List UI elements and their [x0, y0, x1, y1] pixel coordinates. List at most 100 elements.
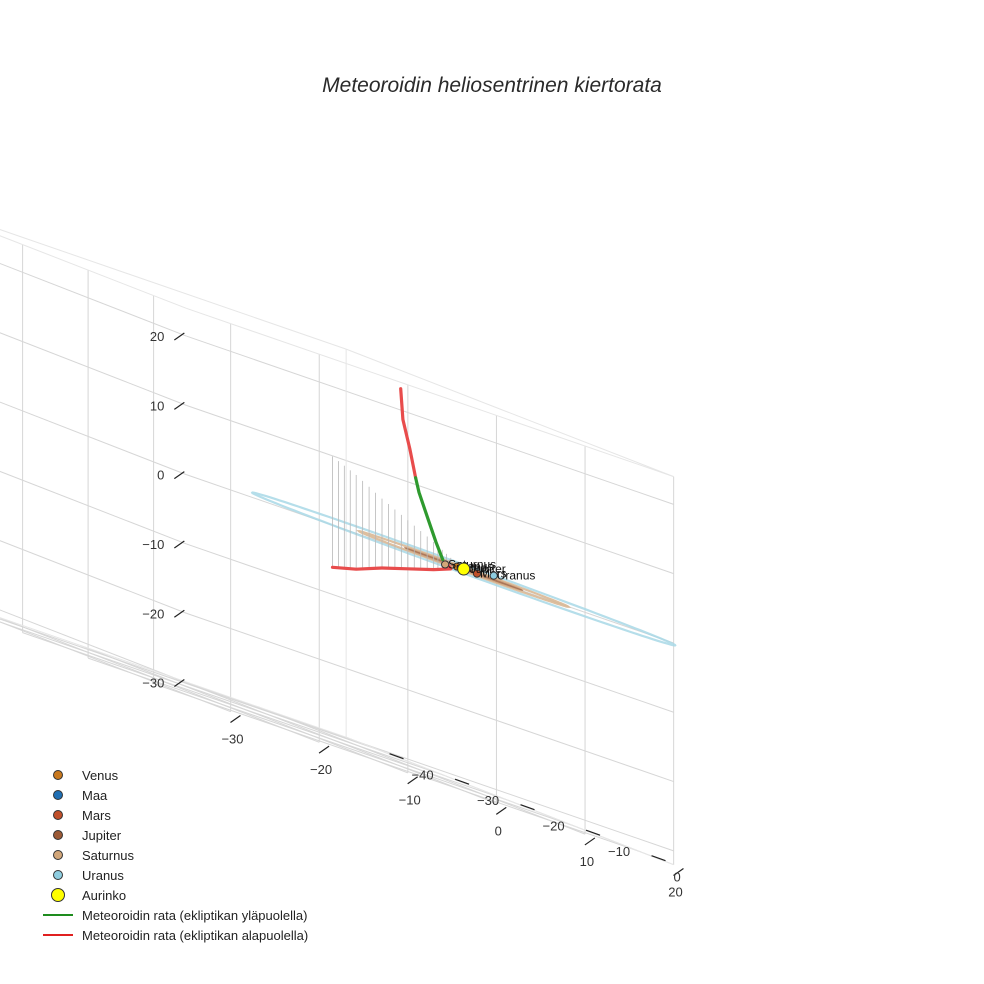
y-tick-label: −30 — [477, 793, 499, 808]
x-tick-label: 10 — [580, 854, 594, 869]
x-tick-label: −20 — [310, 762, 332, 777]
grid-line — [0, 401, 187, 476]
legend-symbol — [40, 830, 76, 840]
legend-symbol — [40, 790, 76, 800]
z-tick-label: −20 — [142, 606, 164, 621]
legend-line-swatch — [43, 914, 73, 916]
legend-symbol — [40, 850, 76, 860]
y-tick-label: −10 — [608, 844, 630, 859]
box-edge — [345, 348, 674, 478]
legend: Venus Maa Mars Jupiter Saturnus Uranus Aurinko… — [40, 765, 308, 945]
legend-label: Maa — [82, 787, 108, 803]
legend-dot-swatch — [53, 870, 63, 880]
grid-line — [0, 332, 187, 406]
x-tick-label: 20 — [668, 885, 682, 900]
legend-dot-swatch — [53, 850, 63, 860]
legend-item[interactable]: Mars — [40, 805, 308, 825]
legend-label: Aurinko — [82, 887, 127, 903]
box-edge — [0, 235, 187, 309]
z-tick-label: 10 — [150, 398, 164, 413]
z-tick — [174, 332, 185, 341]
box-edge — [0, 229, 347, 350]
grid-line — [0, 621, 445, 776]
x-tick-label: −30 — [221, 732, 243, 747]
grid-line — [0, 262, 187, 337]
legend-item[interactable]: Aurinko — [40, 885, 308, 905]
legend-symbol — [40, 888, 76, 902]
x-tick — [230, 715, 241, 724]
y-tick-label: 0 — [674, 870, 681, 885]
grid-line — [0, 470, 187, 545]
tick-layer: −30 −20 −10 0 10 20 −30 −20 −10 0 10 20 −40 −30 −20 −10… — [142, 329, 684, 900]
orbit-saturnus — [356, 530, 572, 608]
z-tick — [174, 471, 185, 480]
chart-title: Meteoroidin heliosentrinen kiertorata — [322, 74, 662, 97]
legend-label: Uranus — [82, 867, 124, 883]
legend-dot-swatch — [53, 770, 63, 780]
y-tick — [389, 753, 404, 760]
legend-item[interactable]: Uranus — [40, 865, 308, 885]
y-tick — [520, 804, 535, 811]
planet-label: Saturnus — [448, 557, 496, 571]
box-edge — [0, 617, 347, 738]
planet-saturnus — [441, 560, 450, 569]
legend-item[interactable]: Meteoroidin rata (ekliptikan yläpuolella… — [40, 905, 308, 925]
grid-layer — [0, 229, 675, 866]
legend-item[interactable]: Maa — [40, 785, 308, 805]
box-edge — [345, 736, 674, 866]
x-tick-label: −10 — [399, 793, 421, 808]
x-tick-label: 0 — [495, 823, 502, 838]
y-tick — [454, 778, 470, 785]
legend-dot-swatch — [51, 888, 65, 902]
trajectory-below-ecliptic — [399, 387, 418, 480]
x-tick — [584, 837, 596, 846]
legend-item[interactable]: Saturnus — [40, 845, 308, 865]
y-tick — [651, 855, 666, 862]
z-tick — [174, 679, 185, 688]
legend-label: Saturnus — [82, 847, 135, 863]
box-edge — [186, 307, 674, 478]
z-tick-label: 0 — [157, 468, 164, 483]
y-tick — [585, 829, 601, 836]
legend-item[interactable]: Jupiter — [40, 825, 308, 845]
legend-line-swatch — [43, 934, 73, 936]
z-tick-label: −30 — [142, 676, 164, 691]
grid-line — [87, 657, 576, 827]
z-tick-label: −10 — [142, 537, 164, 552]
planet-label: Uranus — [497, 569, 536, 583]
grid-line — [186, 335, 674, 505]
legend-symbol — [40, 934, 76, 936]
legend-item[interactable]: Venus — [40, 765, 308, 785]
legend-symbol — [40, 914, 76, 916]
z-tick-label: 20 — [150, 329, 164, 344]
z-tick — [174, 540, 185, 549]
legend-label: Meteoroidin rata (ekliptikan yläpuolella… — [82, 907, 308, 923]
planet-uranus — [489, 571, 498, 580]
planet-mars — [472, 569, 482, 578]
x-tick — [673, 868, 684, 877]
grid-line — [186, 404, 674, 575]
grid-line — [153, 683, 642, 853]
legend-label: Venus — [82, 767, 119, 783]
legend-dot-swatch — [53, 810, 63, 820]
z-tick — [174, 401, 185, 410]
x-tick — [407, 776, 419, 785]
grid-line — [0, 540, 187, 614]
legend-symbol — [40, 770, 76, 780]
legend-label: Meteoroidin rata (ekliptikan alapuolella… — [82, 927, 309, 943]
legend-symbol — [40, 810, 76, 820]
legend-label: Mars — [82, 807, 111, 823]
grid-line — [186, 543, 674, 713]
y-tick-label: −20 — [543, 819, 565, 834]
trajectory-layer — [330, 387, 453, 572]
x-tick — [318, 745, 330, 754]
grid-line — [0, 618, 380, 751]
y-tick-label: −40 — [412, 768, 434, 783]
trajectory-below-ecliptic — [330, 561, 453, 572]
trajectory-above-ecliptic — [414, 476, 445, 562]
grid-line — [0, 609, 187, 684]
x-tick — [495, 806, 507, 815]
legend-item[interactable]: Meteoroidin rata (ekliptikan alapuolella… — [40, 925, 308, 945]
